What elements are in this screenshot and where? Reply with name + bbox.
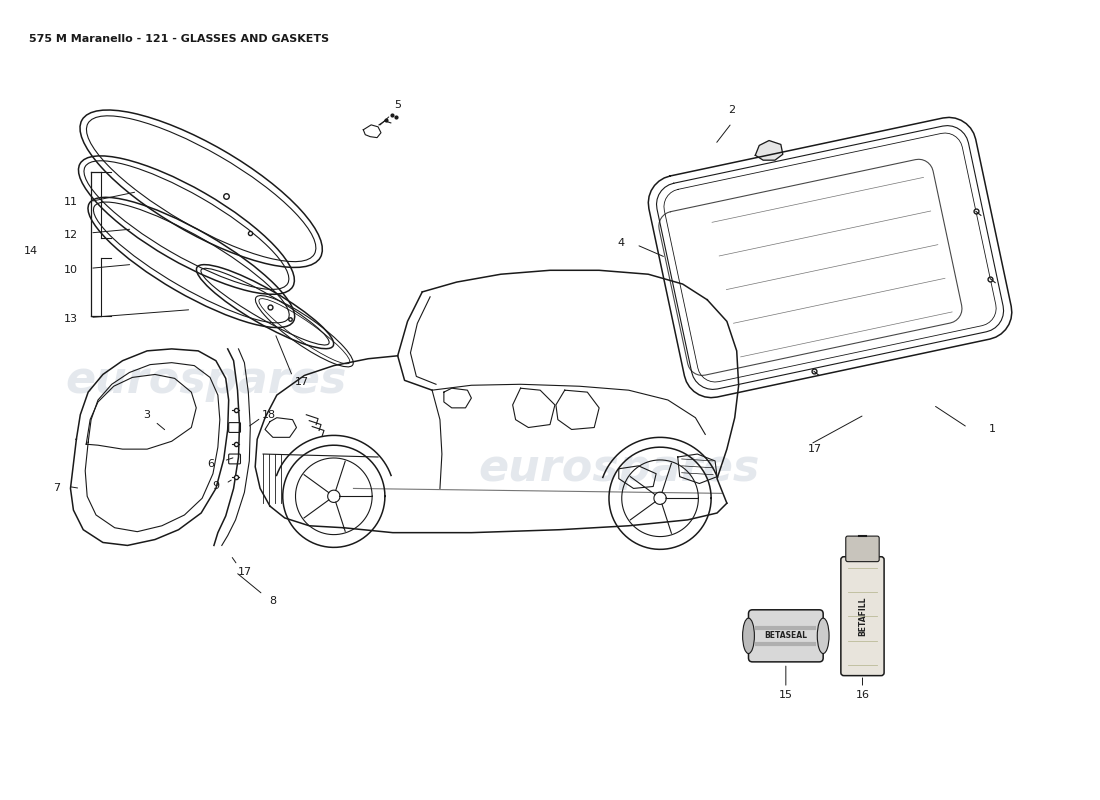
Text: eurospares: eurospares — [65, 359, 346, 402]
Text: 7: 7 — [53, 483, 60, 494]
Ellipse shape — [742, 618, 755, 654]
Text: 575 M Maranello - 121 - GLASSES AND GASKETS: 575 M Maranello - 121 - GLASSES AND GASK… — [30, 34, 329, 45]
FancyBboxPatch shape — [748, 610, 823, 662]
Polygon shape — [756, 141, 783, 160]
Text: 18: 18 — [262, 410, 276, 420]
Text: 4: 4 — [617, 238, 625, 248]
Text: 17: 17 — [239, 567, 252, 577]
Text: 17: 17 — [295, 378, 309, 387]
Text: BETAFILL: BETAFILL — [858, 597, 867, 636]
Text: 16: 16 — [856, 690, 869, 700]
Text: 1: 1 — [989, 425, 996, 434]
Text: 14: 14 — [24, 246, 38, 256]
Text: 6: 6 — [208, 459, 214, 469]
FancyBboxPatch shape — [846, 536, 879, 562]
Text: 9: 9 — [212, 482, 220, 491]
Text: BETASEAL: BETASEAL — [764, 631, 807, 640]
Text: 11: 11 — [64, 197, 77, 206]
Text: 12: 12 — [64, 230, 77, 240]
FancyBboxPatch shape — [840, 557, 884, 676]
Text: 2: 2 — [728, 105, 736, 115]
Text: 10: 10 — [64, 266, 77, 275]
Text: 5: 5 — [394, 100, 402, 110]
Text: 15: 15 — [779, 690, 793, 700]
Ellipse shape — [817, 618, 829, 654]
Text: 17: 17 — [808, 444, 823, 454]
Text: 8: 8 — [270, 597, 276, 606]
Text: 3: 3 — [144, 410, 151, 420]
Text: 13: 13 — [64, 314, 77, 325]
Text: eurospares: eurospares — [478, 447, 759, 490]
